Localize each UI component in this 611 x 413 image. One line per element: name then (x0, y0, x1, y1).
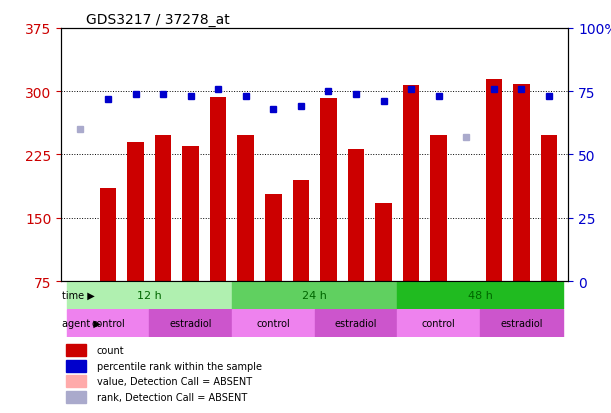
Text: estradiol: estradiol (500, 318, 543, 328)
Bar (182, 147, 199, 281)
Bar (513, 85, 530, 281)
Text: rank, Detection Call = ABSENT: rank, Detection Call = ABSENT (97, 392, 247, 402)
Bar (265, 195, 282, 281)
Bar (320, 99, 337, 281)
Bar (232, 281, 397, 309)
Bar (155, 136, 171, 281)
Text: value, Detection Call = ABSENT: value, Detection Call = ABSENT (97, 376, 252, 386)
Bar (486, 79, 502, 281)
Text: GDS3217 / 37278_at: GDS3217 / 37278_at (87, 12, 230, 26)
Text: 24 h: 24 h (302, 290, 327, 300)
Text: estradiol: estradiol (169, 318, 212, 328)
Bar (397, 281, 563, 309)
Bar (66, 391, 87, 403)
Bar (67, 309, 149, 337)
Bar (430, 136, 447, 281)
Bar (127, 142, 144, 281)
Text: control: control (422, 318, 456, 328)
Bar (67, 281, 232, 309)
Bar (66, 375, 87, 387)
Text: time ▶: time ▶ (62, 290, 95, 300)
Text: count: count (97, 345, 124, 355)
Bar (541, 136, 557, 281)
Bar (100, 189, 116, 281)
Text: 12 h: 12 h (137, 290, 162, 300)
Bar (397, 309, 480, 337)
Bar (403, 86, 419, 281)
Text: agent ▶: agent ▶ (62, 318, 101, 328)
Bar (232, 309, 315, 337)
Text: estradiol: estradiol (335, 318, 377, 328)
Text: percentile rank within the sample: percentile rank within the sample (97, 361, 262, 371)
Bar (315, 309, 397, 337)
Text: control: control (257, 318, 290, 328)
Text: control: control (91, 318, 125, 328)
Bar (348, 149, 364, 281)
Bar (480, 309, 563, 337)
Bar (66, 344, 87, 356)
Bar (375, 203, 392, 281)
Bar (149, 309, 232, 337)
Bar (293, 180, 309, 281)
Bar (210, 98, 227, 281)
Text: 48 h: 48 h (467, 290, 492, 300)
Bar (238, 136, 254, 281)
Bar (66, 360, 87, 372)
